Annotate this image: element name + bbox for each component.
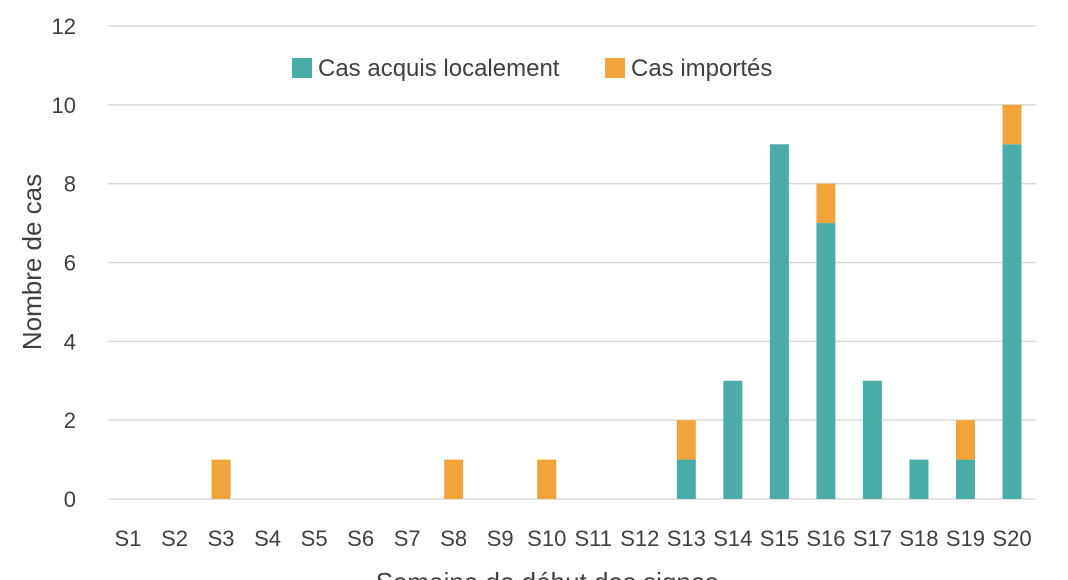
bars — [211, 104, 1022, 500]
bar-imported-segment — [816, 183, 836, 224]
y-tick-label: 4 — [64, 329, 76, 354]
bar-imported-segment — [955, 420, 975, 460]
y-tick-label: 0 — [64, 487, 76, 512]
bar-local-segment — [769, 144, 789, 499]
x-tick-label: S11 — [575, 526, 613, 551]
bar-imported-segment — [211, 459, 231, 499]
legend-swatch-imported — [605, 58, 625, 78]
bar-local-segment — [723, 380, 743, 499]
x-tick-label: S15 — [760, 526, 799, 551]
x-tick-label: S20 — [992, 526, 1031, 551]
x-tick-label: S9 — [487, 526, 514, 551]
x-tick-label: S3 — [208, 526, 235, 551]
x-axis-title: Semaine de début des signes — [376, 567, 719, 580]
y-axis-title: Nombre de cas — [17, 174, 47, 350]
x-tick-label: S2 — [161, 526, 188, 551]
x-tick-label: S17 — [853, 526, 892, 551]
x-tick-label: S10 — [527, 526, 566, 551]
gridlines — [108, 25, 1036, 500]
x-tick-label: S4 — [254, 526, 281, 551]
x-tick-label: S8 — [440, 526, 467, 551]
legend-swatch-local — [292, 58, 312, 78]
y-tick-label: 2 — [64, 408, 76, 433]
bar-local-segment — [1002, 144, 1022, 499]
x-tick-label: S1 — [115, 526, 142, 551]
bar-local-segment — [676, 459, 696, 499]
bar-imported-segment — [1002, 104, 1022, 145]
x-tick-label: S16 — [806, 526, 845, 551]
x-tick-label: S13 — [667, 526, 706, 551]
bar-local-segment — [955, 459, 975, 499]
x-tick-label: S19 — [946, 526, 985, 551]
x-tick-label: S12 — [620, 526, 659, 551]
y-tick-label: 12 — [52, 14, 76, 39]
y-tick-label: 10 — [52, 93, 76, 118]
x-tick-label: S5 — [301, 526, 328, 551]
y-tick-label: 8 — [64, 172, 76, 197]
legend-label-imported: Cas importés — [631, 55, 772, 82]
bar-local-segment — [816, 223, 836, 500]
bar-imported-segment — [537, 459, 557, 499]
x-tick-label: S7 — [394, 526, 421, 551]
bar-imported-segment — [676, 420, 696, 460]
bar-imported-segment — [444, 459, 464, 499]
bar-local-segment — [862, 380, 882, 499]
x-tick-label: S18 — [899, 526, 938, 551]
bar-local-segment — [909, 459, 929, 499]
legend: Cas acquis localement Cas importés — [292, 55, 772, 82]
legend-label-local: Cas acquis localement — [318, 55, 560, 82]
y-tick-labels: 0 2 4 6 8 10 12 — [52, 14, 76, 512]
x-tick-label: S6 — [347, 526, 374, 551]
x-tick-labels: S1 S2 S3 S4 S5 S6 S7 S8 S9 S10 S11 S12 S13 S14 S15 S16 S… — [115, 526, 1032, 551]
x-tick-label: S14 — [713, 526, 752, 551]
y-tick-label: 6 — [64, 251, 76, 276]
